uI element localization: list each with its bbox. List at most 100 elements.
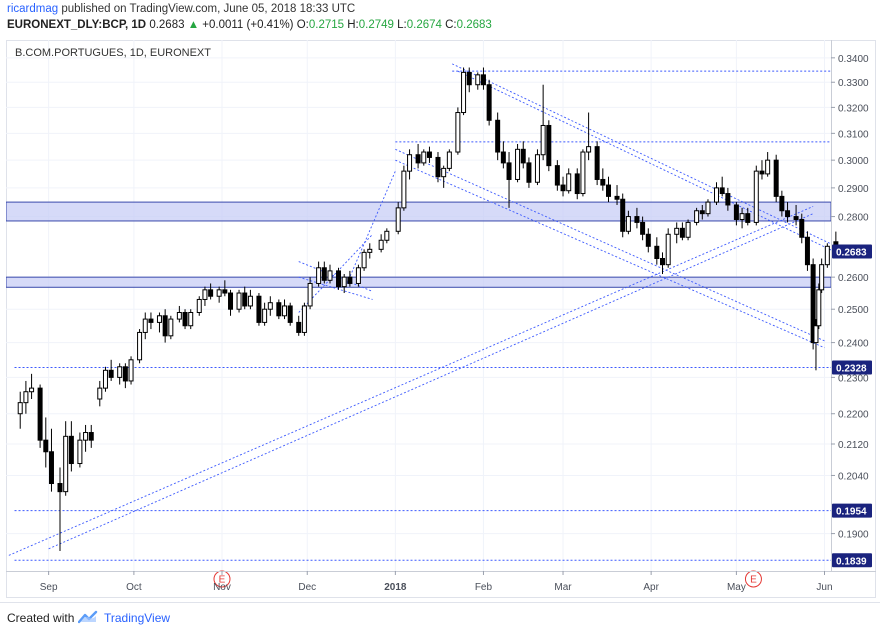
candle-body[interactable] (29, 387, 35, 393)
candle-body[interactable] (97, 387, 103, 400)
candle-body[interactable] (384, 230, 390, 241)
candle-body[interactable] (804, 236, 810, 266)
candle-body[interactable] (23, 391, 29, 404)
candle-body[interactable] (461, 71, 467, 114)
candle-body[interactable] (566, 173, 572, 192)
candle-body[interactable] (554, 165, 560, 186)
candle-body[interactable] (208, 289, 214, 297)
candle-body[interactable] (401, 170, 407, 209)
candle-body[interactable] (765, 159, 771, 175)
candle-body[interactable] (705, 201, 711, 215)
candle-body[interactable] (520, 148, 526, 164)
candle-body[interactable] (540, 124, 546, 156)
candle-body[interactable] (799, 218, 805, 238)
price-axis[interactable]: 0.3400 0.3300 0.3200 0.3100 0.3000 0.2900 0.28… (831, 54, 872, 568)
candle-body[interactable] (188, 311, 194, 327)
candle-body[interactable] (156, 315, 162, 323)
candle-body[interactable] (43, 439, 49, 453)
candle-body[interactable] (634, 216, 640, 223)
candle-body[interactable] (506, 162, 512, 180)
candle-body[interactable] (824, 245, 830, 266)
tradingview-link[interactable]: TradingView (104, 611, 171, 625)
candle-body[interactable] (236, 292, 242, 310)
candle-body[interactable] (228, 292, 234, 310)
candle-body[interactable] (142, 318, 148, 333)
candle-body[interactable] (108, 369, 114, 378)
candle-body[interactable] (665, 233, 671, 266)
candle-body[interactable] (606, 184, 612, 197)
candle-body[interactable] (37, 387, 43, 441)
candle-body[interactable] (242, 292, 248, 307)
candle-body[interactable] (256, 295, 262, 323)
candle-body[interactable] (725, 193, 731, 206)
candle-body[interactable] (793, 216, 799, 220)
candle-body[interactable] (162, 315, 168, 337)
author-link[interactable]: ricardmag (7, 3, 59, 15)
candle-body[interactable] (407, 154, 413, 172)
candle-body[interactable] (674, 227, 680, 235)
candle-body[interactable] (441, 167, 447, 178)
candle-body[interactable] (594, 146, 600, 180)
candle-body[interactable] (546, 124, 552, 167)
candle-body[interactable] (813, 325, 819, 344)
candle-body[interactable] (625, 216, 631, 232)
candle-body[interactable] (347, 276, 353, 284)
candle-body[interactable] (222, 289, 228, 294)
candle-body[interactable] (168, 318, 174, 337)
candle-body[interactable] (262, 308, 268, 323)
candle-body[interactable] (580, 151, 586, 195)
candle-body[interactable] (287, 305, 293, 323)
candle-body[interactable] (739, 213, 745, 220)
candle-body[interactable] (614, 195, 620, 200)
candle-body[interactable] (378, 239, 384, 250)
candle-body[interactable] (88, 432, 94, 441)
candle-body[interactable] (182, 311, 188, 327)
candle-body[interactable] (654, 245, 660, 260)
candle-body[interactable] (307, 282, 313, 307)
candle-body[interactable] (759, 170, 765, 175)
candle-body[interactable] (367, 248, 373, 253)
candle-body[interactable] (336, 270, 342, 288)
candle-body[interactable] (102, 369, 108, 389)
candle-body[interactable] (480, 74, 486, 86)
candle-body[interactable] (694, 210, 700, 223)
candle-body[interactable] (620, 198, 626, 232)
candle-body[interactable] (68, 435, 74, 465)
candle-body[interactable] (816, 289, 822, 327)
candle-body[interactable] (421, 151, 427, 164)
candle-body[interactable] (810, 264, 816, 344)
candle-body[interactable] (699, 210, 705, 215)
candle-body[interactable] (466, 71, 472, 86)
candle-body[interactable] (216, 289, 222, 297)
candle-body[interactable] (486, 84, 492, 121)
candle-body[interactable] (395, 207, 401, 232)
candle-body[interactable] (679, 227, 685, 238)
candle-body[interactable] (83, 432, 89, 441)
candle-body[interactable] (316, 267, 322, 284)
candle-body[interactable] (719, 187, 725, 195)
candle-body[interactable] (745, 213, 751, 223)
candle-body[interactable] (785, 210, 791, 218)
candle-body[interactable] (574, 173, 580, 195)
candle-body[interactable] (117, 366, 123, 378)
candle-body[interactable] (733, 204, 739, 220)
candle-body[interactable] (586, 146, 592, 153)
candle-body[interactable] (455, 112, 461, 153)
candle-body[interactable] (282, 305, 288, 317)
candle-body[interactable] (819, 264, 825, 291)
candle-body[interactable] (435, 156, 441, 178)
candle-body[interactable] (48, 451, 54, 485)
candle-body[interactable] (645, 233, 651, 247)
candle-body[interactable] (128, 359, 134, 382)
candle-body[interactable] (276, 302, 282, 317)
candle-body[interactable] (773, 159, 779, 197)
candle-body[interactable] (361, 251, 367, 269)
candle-body[interactable] (327, 270, 333, 281)
candle-body[interactable] (534, 154, 540, 183)
candle-body[interactable] (475, 74, 481, 86)
candle-body[interactable] (176, 311, 182, 320)
candle-body[interactable] (321, 267, 327, 281)
candle-body[interactable] (301, 305, 307, 333)
candle-body[interactable] (753, 170, 759, 223)
